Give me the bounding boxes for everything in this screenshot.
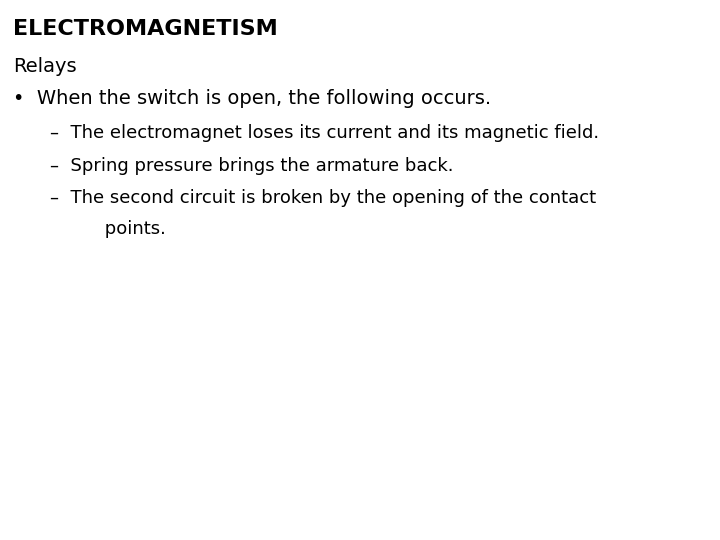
Text: ELECTROMAGNETISM: ELECTROMAGNETISM [13, 19, 278, 39]
Text: points.: points. [76, 220, 166, 238]
Text: –  The second circuit is broken by the opening of the contact: – The second circuit is broken by the op… [50, 189, 597, 207]
Text: –  Spring pressure brings the armature back.: – Spring pressure brings the armature ba… [50, 157, 454, 174]
Text: Relays: Relays [13, 57, 76, 76]
Text: –  The electromagnet loses its current and its magnetic field.: – The electromagnet loses its current an… [50, 124, 600, 142]
Text: •  When the switch is open, the following occurs.: • When the switch is open, the following… [13, 89, 491, 108]
